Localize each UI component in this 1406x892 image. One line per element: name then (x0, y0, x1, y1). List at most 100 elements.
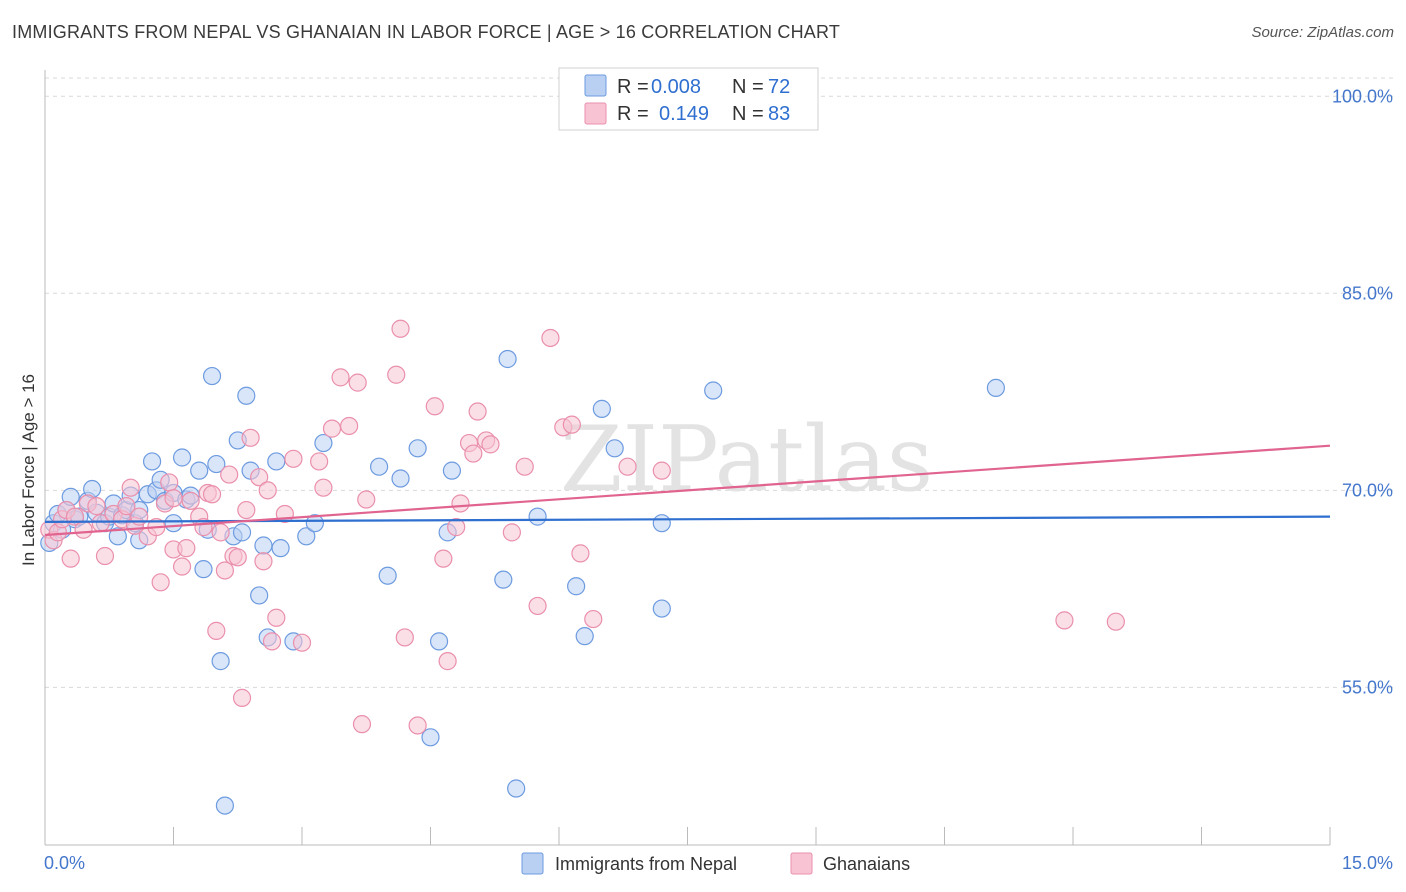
point-nepal-64 (567, 577, 586, 596)
point-nepal-56 (421, 728, 440, 747)
point-ghana-82 (1106, 612, 1125, 631)
point-nepal-54 (391, 469, 410, 488)
legend-r-value-ghana: 0.149 (659, 103, 709, 125)
point-ghana-45 (267, 608, 286, 627)
point-ghana-27 (181, 491, 200, 510)
point-ghana-39 (237, 500, 256, 520)
point-ghana-47 (284, 449, 303, 468)
point-nepal-68 (652, 599, 671, 618)
point-nepal-69 (652, 514, 671, 533)
legend-n-value-ghana: 83 (768, 103, 790, 125)
legend-r-label-nepal: R = (617, 76, 649, 98)
point-ghana-31 (202, 485, 222, 504)
y-tick-label-0: 55.0% (1342, 677, 1393, 697)
point-nepal-61 (498, 349, 517, 369)
point-ghana-76 (562, 415, 581, 434)
point-nepal-62 (507, 779, 526, 798)
point-nepal-49 (297, 527, 316, 546)
point-ghana-54 (348, 373, 367, 392)
point-ghana-56 (357, 490, 376, 509)
y-tick-label-2: 85.0% (1342, 283, 1393, 303)
point-nepal-57 (429, 632, 449, 651)
point-ghana-67 (464, 444, 483, 463)
point-ghana-11 (95, 546, 115, 566)
point-ghana-74 (541, 328, 560, 348)
bottom-legend: Immigrants from Nepal Ghanaians (521, 852, 910, 875)
legend-swatch-ghana (584, 102, 607, 125)
point-ghana-63 (438, 652, 457, 671)
point-ghana-80 (652, 461, 671, 480)
trend-line-ghana (44, 444, 1331, 537)
point-ghana-40 (241, 428, 260, 447)
point-ghana-37 (228, 548, 247, 567)
point-ghana-72 (515, 457, 534, 476)
point-nepal-70 (704, 381, 723, 400)
legend-r-value-nepal: 0.008 (651, 76, 701, 98)
legend-n-label-nepal: N = (732, 76, 764, 98)
point-ghana-49 (310, 452, 329, 471)
point-nepal-41 (237, 386, 256, 405)
grid-lines (45, 77, 1395, 688)
point-ghana-53 (340, 416, 359, 436)
chart-title: IMMIGRANTS FROM NEPAL VS GHANAIAN IN LAB… (12, 22, 841, 42)
point-nepal-65 (575, 627, 594, 646)
point-ghana-25 (172, 557, 192, 576)
x-tick-label-1: 15.0% (1342, 853, 1393, 873)
point-nepal-32 (194, 560, 213, 579)
point-ghana-5 (61, 549, 80, 568)
point-ghana-70 (481, 435, 500, 454)
legend: R = 0.008 N = 72 R = 0.149 N = 83 (558, 67, 819, 131)
bottom-legend-swatch-nepal (521, 852, 544, 875)
point-nepal-35 (207, 454, 226, 474)
point-nepal-55 (408, 439, 427, 458)
point-ghana-44 (262, 632, 282, 651)
point-ghana-38 (232, 688, 252, 707)
point-nepal-31 (190, 461, 209, 480)
bottom-legend-label-ghana: Ghanaians (823, 854, 910, 874)
point-ghana-50 (314, 478, 333, 497)
point-ghana-15 (121, 478, 140, 497)
point-nepal-43 (250, 586, 269, 605)
point-ghana-35 (220, 465, 239, 484)
point-nepal-67 (605, 439, 624, 458)
y-axis-title: In Labor Force | Age > 16 (19, 374, 38, 566)
point-nepal-28 (172, 448, 192, 467)
point-ghana-61 (425, 397, 444, 416)
point-ghana-34 (215, 561, 234, 580)
point-ghana-26 (177, 539, 196, 558)
point-nepal-66 (592, 399, 611, 418)
point-nepal-60 (494, 570, 513, 589)
point-nepal-22 (142, 452, 162, 471)
point-ghana-52 (331, 368, 350, 387)
point-nepal-51 (314, 433, 333, 453)
point-ghana-68 (468, 402, 487, 421)
point-ghana-64 (447, 518, 466, 537)
point-ghana-23 (164, 489, 183, 508)
y-tick-label-1: 70.0% (1342, 480, 1393, 500)
legend-swatch-nepal (584, 74, 607, 97)
y-tick-labels: 55.0% 70.0% 85.0% 100.0% (1332, 86, 1393, 697)
point-nepal-59 (442, 461, 462, 480)
point-ghana-62 (434, 549, 453, 568)
point-nepal-27 (164, 514, 183, 533)
point-ghana-77 (571, 544, 590, 563)
point-ghana-58 (391, 319, 410, 338)
source-label: Source: ZipAtlas.com (1251, 24, 1394, 41)
bottom-legend-label-nepal: Immigrants from Nepal (555, 854, 737, 874)
point-nepal-14 (108, 527, 127, 546)
data-points (40, 319, 1125, 815)
point-ghana-48 (292, 633, 312, 652)
point-nepal-44 (254, 536, 273, 555)
point-ghana-57 (387, 365, 406, 384)
legend-n-label-ghana: N = (732, 103, 764, 125)
x-tick-labels: 0.0% 15.0% (44, 853, 1393, 873)
point-ghana-33 (211, 523, 230, 542)
bottom-legend-swatch-ghana (790, 852, 813, 875)
x-tick-label-0: 0.0% (44, 853, 85, 873)
point-ghana-41 (250, 468, 269, 487)
point-nepal-46 (267, 452, 286, 471)
trend-lines (44, 444, 1331, 537)
point-ghana-20 (151, 573, 170, 592)
point-nepal-37 (215, 796, 234, 815)
